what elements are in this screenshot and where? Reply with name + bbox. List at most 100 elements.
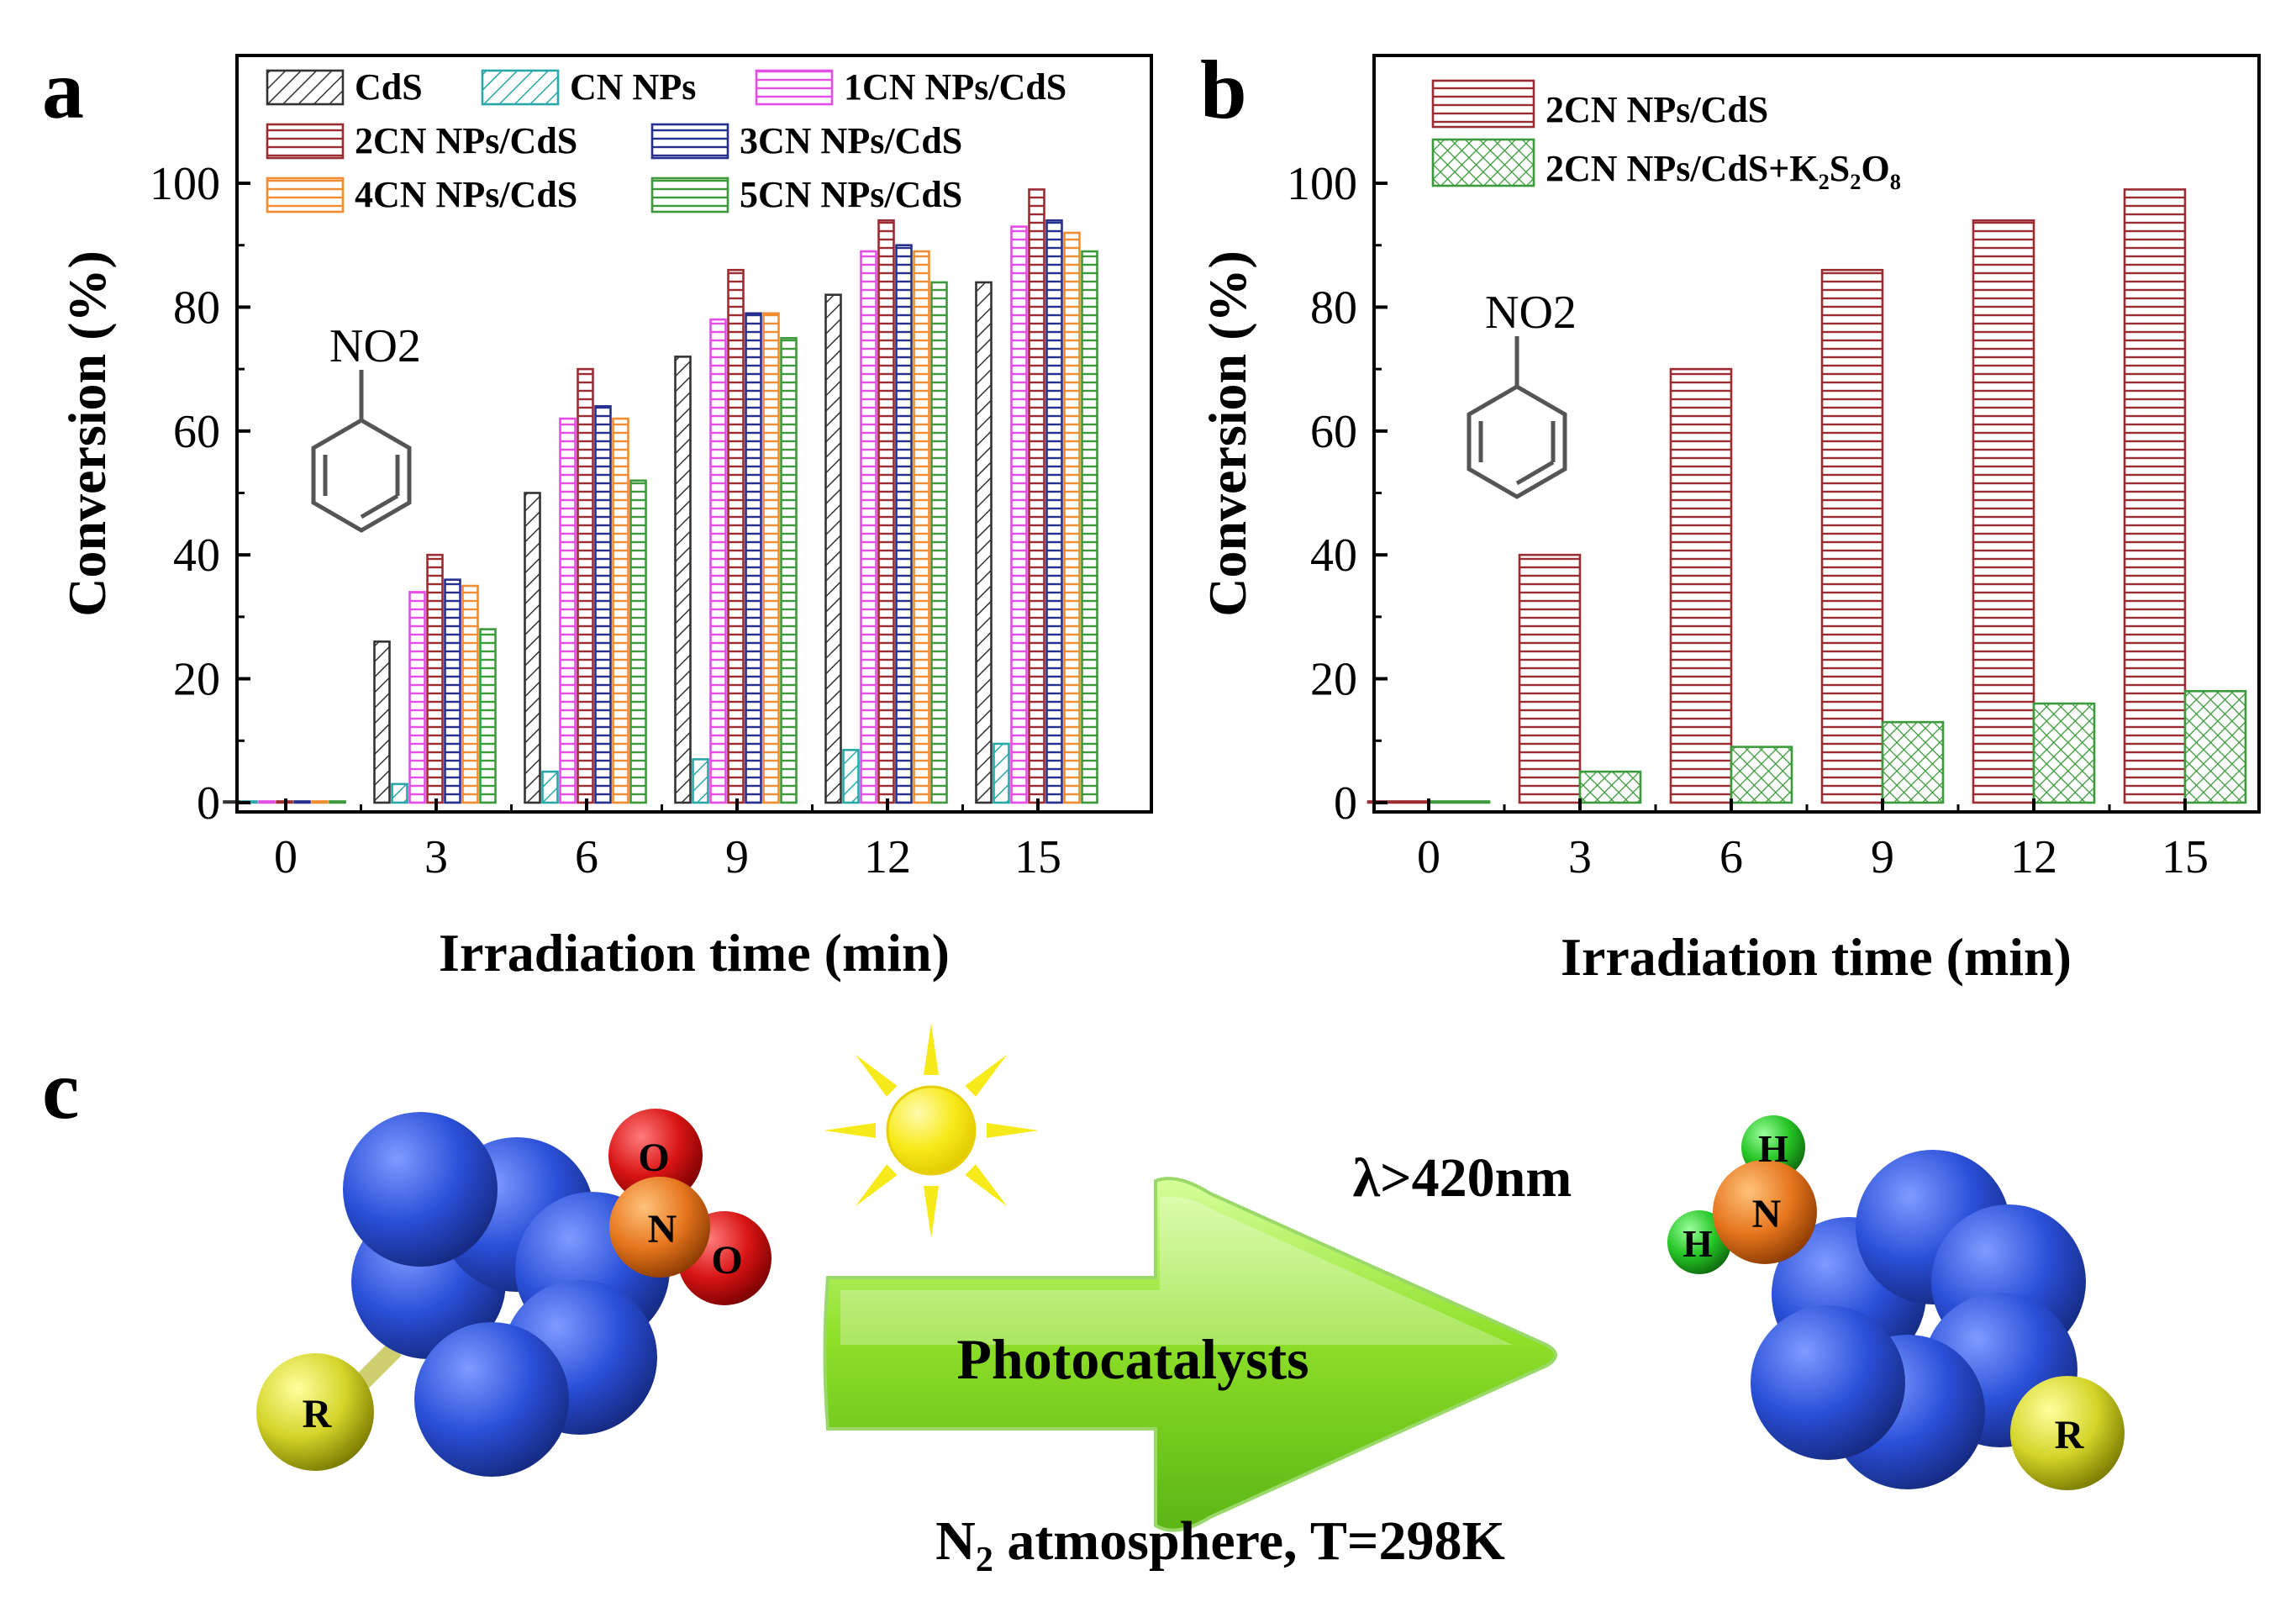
bar-2cn-nps-cds-6 — [1669, 367, 1733, 804]
x-tick-label: 0 — [1417, 831, 1440, 883]
sun-ray — [855, 1164, 898, 1207]
atmosphere-rest: atmosphere, T=298K — [993, 1510, 1505, 1572]
bar-2cn-nps-cds-k2s2o8-0 — [1427, 800, 1491, 804]
x-tick-label: 6 — [1719, 831, 1743, 883]
chart-a-legend: CdS CN NPs 1CN NPs/CdS 2CN NPs/CdS 3CN NPs/C… — [266, 66, 1066, 215]
bar-1cn-nps-cds-12 — [860, 250, 877, 804]
atom-label-o: O — [638, 1136, 669, 1180]
bar-cds-9 — [674, 356, 692, 804]
bar-2cn-nps-cds-6 — [577, 367, 594, 804]
atom-label-n: N — [648, 1207, 677, 1252]
atom-label-h: H — [1683, 1222, 1713, 1265]
atom-label-n: N — [1752, 1192, 1782, 1236]
x-tick-label: 3 — [1568, 831, 1592, 883]
sun-ray — [965, 1164, 1008, 1207]
bar-cn-nps-15 — [993, 742, 1010, 804]
atom-c — [414, 1322, 569, 1477]
bar-3cn-nps-cds-12 — [895, 244, 913, 804]
bar-cds-3 — [373, 640, 391, 804]
legend-label: 2CN NPs/CdS — [1546, 89, 1768, 130]
chart-b-inset: NO2 — [1467, 287, 1577, 499]
bar-1cn-nps-cds-6 — [559, 417, 577, 804]
chart-b-bars — [1367, 188, 2247, 804]
bar-5cn-nps-cds-12 — [930, 281, 948, 804]
legend-swatch — [266, 123, 345, 160]
bar-5cn-nps-cds-6 — [629, 479, 647, 804]
legend-label: CdS — [355, 66, 423, 108]
bar-2cn-nps-cds-k2s2o8-12 — [2032, 702, 2096, 804]
sun-ray — [987, 1123, 1039, 1138]
x-tick-label: 15 — [1014, 831, 1061, 883]
bar-5cn-nps-cds-0 — [329, 800, 346, 804]
reaction-arrow — [823, 1177, 1557, 1532]
legend-swatch — [266, 177, 345, 213]
legend-swatch — [755, 69, 834, 106]
bar-4cn-nps-cds-3 — [461, 584, 479, 804]
bar-4cn-nps-cds-0 — [311, 800, 329, 804]
y-tick-label: 20 — [173, 654, 220, 706]
legend-swatch — [650, 177, 729, 213]
chart-a-inset: NO2 — [311, 320, 421, 533]
bar-2cn-nps-cds-12 — [877, 219, 895, 804]
bar-1cn-nps-cds-0 — [258, 800, 276, 804]
legend-label: 1CN NPs/CdS — [844, 66, 1066, 108]
bar-3cn-nps-cds-3 — [444, 578, 461, 804]
chart-a-axes: 0 3 6 9 12 15 0 20 40 60 80 100 — [150, 158, 1061, 883]
legend-label: 4CN NPs/CdS — [355, 174, 577, 215]
bar-3cn-nps-cds-6 — [594, 405, 612, 804]
atom-n — [609, 1177, 710, 1278]
chart-a-ylabel: Conversion (%) — [57, 250, 117, 617]
chart-b-frame — [1372, 54, 2261, 814]
legend-label: 2CN NPs/CdS — [355, 120, 577, 161]
legend-label: 2CN NPs/CdS+K2S2O8 — [1546, 148, 1901, 194]
bar-3cn-nps-cds-15 — [1045, 219, 1063, 804]
y-tick-label: 0 — [1334, 777, 1357, 830]
legend-label: 3CN NPs/CdS — [740, 120, 962, 161]
bar-1cn-nps-cds-15 — [1010, 225, 1028, 804]
chart-a: 0 3 6 9 12 15 0 20 40 60 80 100 CdS CN NPs 1CN NPs/Cd… — [57, 54, 1153, 983]
inset-no2-label: NO2 — [329, 320, 421, 372]
legend-swatch — [266, 69, 345, 106]
bar-4cn-nps-cds-15 — [1063, 231, 1081, 804]
chart-a-xlabel: Irradiation time (min) — [439, 923, 950, 983]
sun-ray — [965, 1054, 1008, 1097]
bar-5cn-nps-cds-9 — [780, 336, 798, 804]
chart-b-ylabel: Conversion (%) — [1198, 250, 1257, 617]
panel-label-c: c — [42, 1043, 79, 1136]
y-tick-label: 40 — [173, 530, 220, 582]
bar-1cn-nps-cds-3 — [408, 591, 426, 804]
y-tick-label: 0 — [197, 777, 220, 830]
x-tick-label: 12 — [864, 831, 911, 883]
bar-2cn-nps-cds-3 — [426, 553, 444, 804]
sun-ray — [855, 1054, 898, 1097]
bar-cds-15 — [975, 281, 993, 804]
atom-label-r: R — [303, 1392, 333, 1436]
light-condition: λ>420nm — [1353, 1147, 1572, 1209]
bar-1cn-nps-cds-9 — [709, 318, 727, 804]
legend-swatch — [1431, 79, 1535, 129]
y-tick-label: 100 — [1287, 158, 1357, 210]
bar-2cn-nps-cds-3 — [1518, 553, 1582, 804]
y-tick-label: 80 — [173, 282, 220, 334]
chart-a-frame — [235, 54, 1153, 814]
chart-b-legend: 2CN NPs/CdS 2CN NPs/CdS+K2S2O8 — [1431, 79, 1901, 194]
x-tick-label: 6 — [575, 831, 598, 883]
x-tick-label: 9 — [1871, 831, 1894, 883]
arrow-label: Photocatalysts — [956, 1327, 1309, 1391]
bar-cn-nps-9 — [692, 758, 709, 804]
bar-2cn-nps-cds-9 — [1820, 268, 1884, 804]
bar-2cn-nps-cds-k2s2o8-9 — [1881, 720, 1945, 804]
atom-n — [1713, 1160, 1817, 1264]
bar-cn-nps-3 — [391, 783, 408, 804]
bar-cn-nps-6 — [541, 770, 559, 804]
sun-ray — [924, 1186, 939, 1238]
bar-2cn-nps-cds-9 — [727, 268, 745, 804]
sun-icon — [824, 1023, 1039, 1238]
y-tick-label: 80 — [1310, 282, 1357, 334]
atmosphere-n: N — [935, 1510, 976, 1572]
bar-2cn-nps-cds-k2s2o8-6 — [1730, 746, 1793, 804]
bar-5cn-nps-cds-15 — [1081, 250, 1098, 804]
legend-swatch — [650, 123, 729, 160]
